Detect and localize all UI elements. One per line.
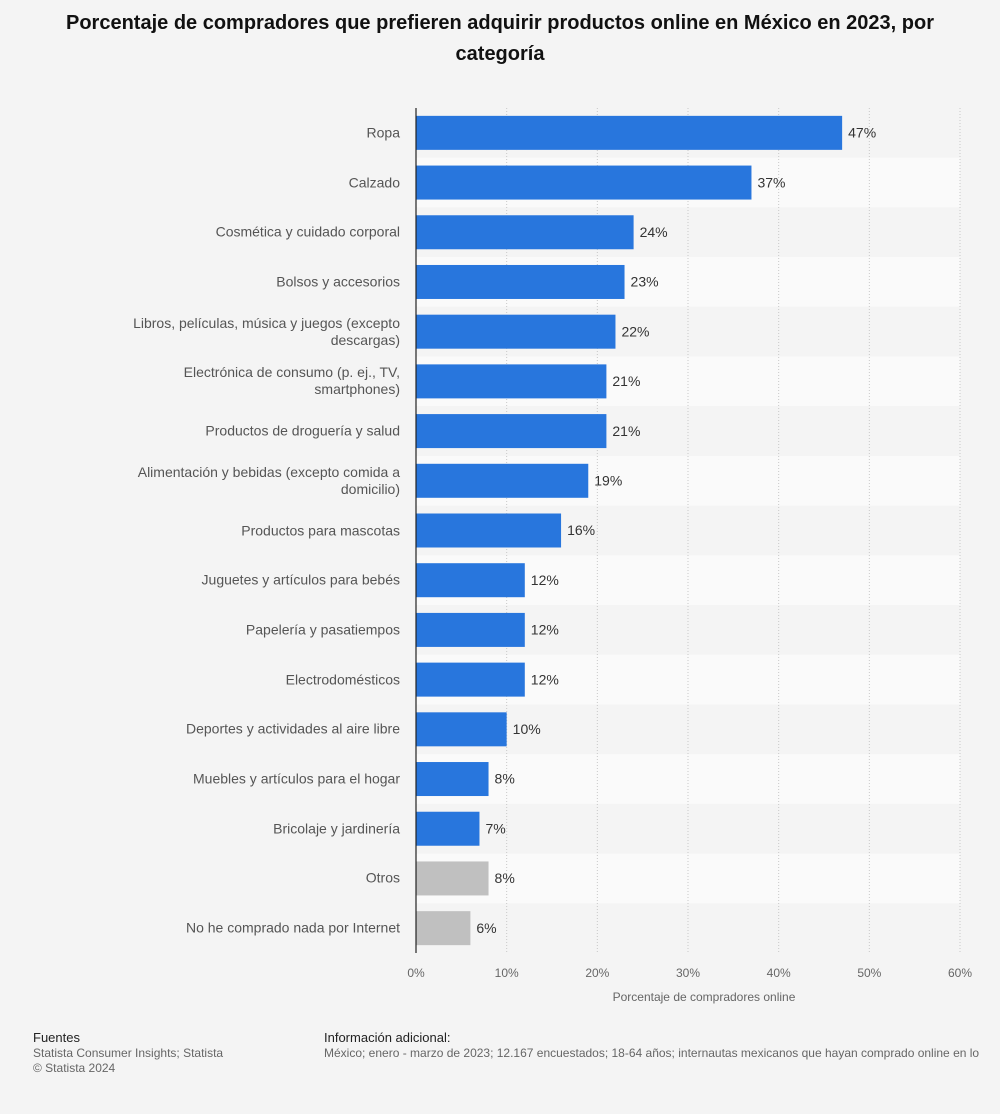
x-tick-label: 30% [676,966,700,980]
value-label: 47% [848,125,876,141]
value-label: 8% [495,771,515,787]
bar [416,712,507,747]
chart-title: Porcentaje de compradores que prefieren … [66,12,934,65]
bar [416,463,589,498]
bar [416,762,489,797]
bar [416,911,471,946]
value-label: 6% [476,920,496,936]
bar [416,563,525,598]
sources-title: Fuentes [33,1030,80,1045]
value-label: 22% [621,323,649,339]
value-label: 21% [612,373,640,389]
value-label: 7% [485,820,505,836]
value-label: 12% [531,671,559,687]
value-label: 12% [531,572,559,588]
x-axis-label: Porcentaje de compradores online [613,990,796,1004]
info-title: Información adicional: [324,1030,451,1045]
info-block: Información adicional: México; enero - m… [324,1030,979,1061]
bar [416,165,752,200]
bar [416,513,562,548]
bar [416,115,843,150]
category-label: Deportes y actividades al aire libre [186,720,400,737]
bar [416,861,489,896]
bar [416,811,480,846]
x-tick-label: 20% [585,966,609,980]
info-text: México; enero - marzo de 2023; 12.167 en… [324,1046,980,1060]
value-label: 12% [531,622,559,638]
x-tick-label: 50% [857,966,881,980]
bar [416,215,634,250]
category-label: Juguetes y artículos para bebés [201,571,400,588]
source-line: Statista Consumer Insights; Statista [33,1046,224,1060]
category-label: Calzado [348,174,400,191]
category-label: Libros, películas, música y juegos (exce… [133,314,400,348]
value-label: 16% [567,522,595,538]
value-label: 10% [513,721,541,737]
bar [416,662,525,697]
category-label: Productos de droguería y salud [205,422,400,439]
category-label: Electrodomésticos [285,671,400,688]
bar [416,612,525,647]
bar [416,414,607,449]
x-tick-label: 10% [495,966,519,980]
category-label: Productos para mascotas [241,522,400,538]
value-label: 23% [631,274,659,290]
category-label: Alimentación y bebidas (excepto comida a… [137,463,400,497]
source-line: © Statista 2024 [33,1061,116,1075]
category-label: Electrónica de consumo (p. ej., TV, smar… [183,364,400,398]
x-tick-label: 40% [767,966,791,980]
category-label: Muebles y artículos para el hogar [193,770,400,787]
x-tick-label: 60% [948,966,972,980]
category-label: No he comprado nada por Internet [185,919,400,936]
category-label: Papelería y pasatiempos [245,621,400,638]
value-label: 8% [495,870,515,886]
bar [416,364,607,399]
sources-block: Fuentes Statista Consumer Insights; Stat… [33,1030,223,1076]
bar [416,264,625,299]
row-stripe [416,903,960,953]
category-label: Bolsos y accesorios [276,273,400,290]
value-label: 24% [640,224,668,240]
value-label: 21% [612,423,640,439]
category-label: Cosmética y cuidado corporal [215,223,400,240]
category-label: Otros [365,869,400,886]
bar [416,314,616,349]
category-label: Ropa [366,124,400,141]
x-tick-label: 0% [407,966,425,980]
category-label: Bricolaje y jardinería [273,820,400,837]
value-label: 37% [757,174,785,190]
value-label: 19% [594,472,622,488]
